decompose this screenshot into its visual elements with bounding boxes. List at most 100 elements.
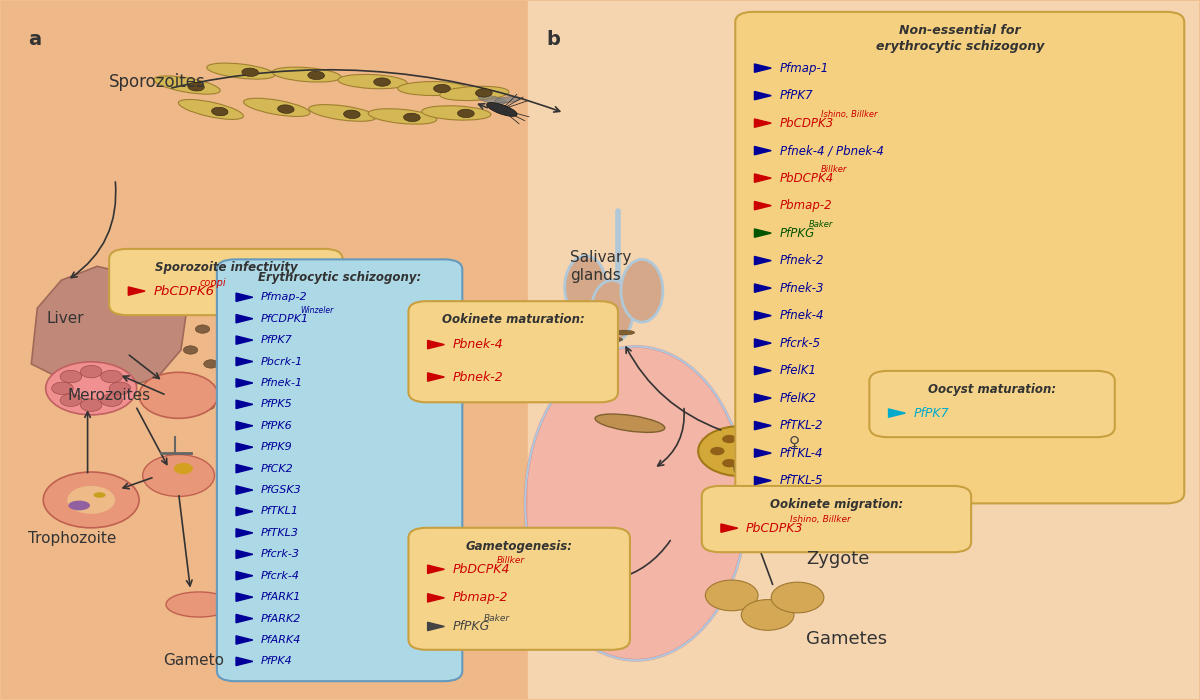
Ellipse shape	[595, 414, 665, 433]
Ellipse shape	[68, 500, 90, 510]
Polygon shape	[236, 400, 253, 409]
Circle shape	[204, 360, 218, 368]
Polygon shape	[427, 373, 444, 382]
Text: PfPK4: PfPK4	[262, 657, 293, 666]
Circle shape	[718, 503, 790, 545]
Text: PbDCPK4: PbDCPK4	[452, 563, 510, 576]
Text: Ookinete maturation:: Ookinete maturation:	[442, 313, 584, 326]
Polygon shape	[721, 524, 738, 532]
Circle shape	[772, 582, 824, 613]
Circle shape	[722, 435, 737, 443]
Ellipse shape	[154, 76, 220, 94]
FancyBboxPatch shape	[408, 301, 618, 402]
Polygon shape	[755, 119, 772, 127]
Circle shape	[43, 472, 139, 528]
Text: Billker: Billker	[497, 556, 524, 566]
Text: PfARK2: PfARK2	[262, 614, 301, 624]
Polygon shape	[236, 508, 253, 516]
Ellipse shape	[475, 89, 492, 97]
Ellipse shape	[439, 86, 509, 101]
Text: PfPK6: PfPK6	[262, 421, 293, 430]
Polygon shape	[755, 421, 772, 430]
Polygon shape	[236, 464, 253, 473]
Circle shape	[746, 459, 761, 468]
Polygon shape	[755, 366, 772, 375]
Circle shape	[742, 600, 794, 630]
Ellipse shape	[166, 592, 232, 617]
Ellipse shape	[308, 104, 377, 121]
Text: Ookinete migration:: Ookinete migration:	[770, 498, 904, 511]
Ellipse shape	[94, 492, 106, 498]
Polygon shape	[236, 615, 253, 623]
Text: PfARK4: PfARK4	[262, 635, 301, 645]
Text: Sporozoites: Sporozoites	[109, 73, 206, 90]
Polygon shape	[236, 657, 253, 666]
Polygon shape	[427, 594, 444, 602]
Text: PfelK2: PfelK2	[780, 391, 816, 405]
Circle shape	[706, 580, 758, 611]
Text: Erythrocytic schizogony:: Erythrocytic schizogony:	[258, 271, 421, 284]
Ellipse shape	[478, 95, 506, 104]
Text: Salivary
glands: Salivary glands	[570, 250, 631, 283]
Circle shape	[710, 447, 725, 455]
Text: PfTKL-5: PfTKL-5	[780, 474, 823, 487]
Circle shape	[80, 365, 102, 378]
Ellipse shape	[421, 106, 491, 120]
Text: coppi: coppi	[199, 278, 227, 288]
Circle shape	[139, 372, 218, 419]
FancyBboxPatch shape	[702, 486, 971, 552]
Ellipse shape	[397, 82, 467, 95]
Text: ♀: ♀	[788, 435, 799, 449]
Text: Merozoites: Merozoites	[67, 388, 150, 402]
Text: Pfcrk-3: Pfcrk-3	[262, 550, 300, 559]
Ellipse shape	[620, 260, 662, 322]
Circle shape	[67, 486, 115, 514]
Ellipse shape	[403, 113, 420, 122]
FancyBboxPatch shape	[408, 528, 630, 650]
Ellipse shape	[601, 337, 623, 342]
Ellipse shape	[242, 68, 258, 76]
Text: PfTKL1: PfTKL1	[262, 507, 299, 517]
Text: Pbcrk-1: Pbcrk-1	[262, 356, 304, 367]
Polygon shape	[236, 357, 253, 365]
Polygon shape	[236, 486, 253, 494]
Text: Pfcrk-5: Pfcrk-5	[780, 337, 821, 349]
Text: Pbnek-4: Pbnek-4	[452, 338, 504, 351]
Text: Ishino, Billker: Ishino, Billker	[790, 515, 851, 524]
Circle shape	[184, 346, 198, 354]
Text: Baker: Baker	[484, 614, 510, 622]
Circle shape	[46, 362, 137, 415]
Ellipse shape	[595, 327, 617, 332]
Text: Pfnek-4 / Pbnek-4: Pfnek-4 / Pbnek-4	[780, 144, 883, 157]
Circle shape	[109, 382, 131, 395]
Polygon shape	[755, 92, 772, 100]
Polygon shape	[755, 229, 772, 237]
Circle shape	[188, 388, 203, 396]
Ellipse shape	[526, 346, 746, 660]
Polygon shape	[236, 636, 253, 644]
Text: Gametes: Gametes	[806, 630, 887, 648]
Ellipse shape	[244, 98, 310, 116]
Polygon shape	[528, 1, 1199, 699]
Text: PfelK1: PfelK1	[780, 364, 816, 377]
Text: PfPK7: PfPK7	[262, 335, 293, 345]
Polygon shape	[755, 312, 772, 320]
Polygon shape	[236, 379, 253, 387]
Polygon shape	[236, 443, 253, 452]
Text: Pbmap-2: Pbmap-2	[780, 199, 833, 212]
Polygon shape	[755, 202, 772, 210]
Text: PfPK9: PfPK9	[262, 442, 293, 452]
Polygon shape	[236, 293, 253, 302]
Text: PfGSK3: PfGSK3	[262, 485, 302, 495]
Text: PfCDPK1: PfCDPK1	[262, 314, 310, 323]
Polygon shape	[755, 174, 772, 182]
Ellipse shape	[592, 280, 632, 343]
Polygon shape	[236, 571, 253, 580]
Polygon shape	[755, 256, 772, 265]
Circle shape	[746, 435, 761, 443]
Text: Trophozoite: Trophozoite	[28, 531, 116, 546]
Polygon shape	[755, 146, 772, 155]
Text: PfPKG: PfPKG	[780, 227, 815, 239]
Polygon shape	[755, 284, 772, 293]
Text: Zygote: Zygote	[806, 550, 869, 568]
